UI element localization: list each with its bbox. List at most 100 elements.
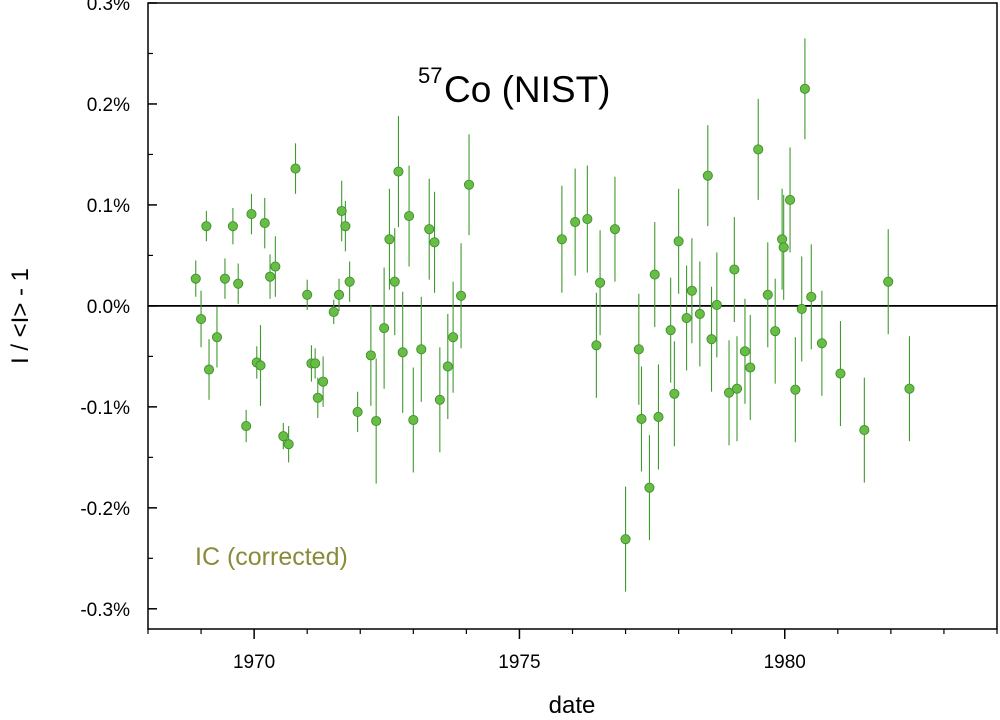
data-point xyxy=(365,350,376,361)
data-point xyxy=(312,392,323,403)
x-tick-label: 1980 xyxy=(764,652,806,673)
data-point xyxy=(429,237,440,248)
data-point xyxy=(283,439,294,450)
data-point xyxy=(753,144,764,155)
data-point xyxy=(196,313,207,325)
error-bars xyxy=(195,38,910,592)
data-point xyxy=(806,291,817,302)
data-point xyxy=(264,271,276,282)
data-point xyxy=(344,276,355,287)
data-point xyxy=(636,413,647,425)
data-point xyxy=(424,224,435,235)
data-point xyxy=(371,415,382,427)
data-point xyxy=(333,289,345,300)
y-tick-label: 0.0% xyxy=(87,297,130,318)
data-point xyxy=(745,362,756,373)
data-point xyxy=(785,194,796,205)
data-point xyxy=(706,334,717,345)
data-point xyxy=(393,166,404,177)
data-point xyxy=(404,210,415,222)
x-tick-label: 1970 xyxy=(233,652,275,673)
data-point xyxy=(379,323,390,334)
data-point xyxy=(219,273,230,284)
data-point xyxy=(389,276,400,287)
x-axis-label: date xyxy=(549,692,596,719)
data-point xyxy=(633,344,644,355)
data-point xyxy=(816,338,827,349)
series-annotation: IC (corrected) xyxy=(195,543,348,571)
data-point xyxy=(233,278,244,289)
data-point xyxy=(556,234,567,245)
data-point xyxy=(770,326,781,337)
x-tick-label: 1975 xyxy=(498,652,540,673)
y-tick-label: 0.3% xyxy=(87,0,130,15)
data-point xyxy=(799,83,810,94)
data-point xyxy=(203,364,215,375)
data-point xyxy=(211,332,223,343)
data-point xyxy=(796,303,807,314)
data-point xyxy=(463,179,475,190)
data-point xyxy=(442,361,453,372)
data-point xyxy=(582,214,593,225)
data-point xyxy=(190,273,201,284)
data-point xyxy=(835,368,846,379)
data-point xyxy=(416,344,427,355)
ticks: -0.3% -0.2% -0.1% 0.0% 0.1% 0.2% 0.3% 1970 1975 1… xyxy=(80,0,998,673)
data-point xyxy=(259,218,270,229)
data-point xyxy=(669,388,680,399)
data-point xyxy=(711,299,722,310)
data-point xyxy=(591,340,602,351)
data-point xyxy=(456,290,467,301)
data-point xyxy=(739,346,751,357)
data-point xyxy=(686,285,697,296)
data-point xyxy=(255,360,266,371)
data-point xyxy=(883,276,894,287)
data-point xyxy=(702,170,713,181)
data-point xyxy=(302,289,313,300)
data-point xyxy=(328,306,339,318)
y-tick-label: -0.1% xyxy=(80,398,130,419)
data-point xyxy=(384,234,395,245)
data-point xyxy=(241,421,252,432)
data-point xyxy=(352,406,363,417)
data-point xyxy=(408,414,419,426)
data-point xyxy=(340,221,351,232)
data-point xyxy=(270,261,281,272)
data-point xyxy=(762,289,773,300)
data-point xyxy=(665,325,676,336)
data-point xyxy=(595,277,606,288)
data-point xyxy=(434,394,445,405)
data-point xyxy=(681,312,692,324)
data-point xyxy=(729,264,740,275)
y-axis-label: I / <I> - 1 xyxy=(7,268,34,364)
data-point xyxy=(859,425,870,436)
data-point xyxy=(201,221,212,232)
data-point xyxy=(570,217,581,228)
data-point xyxy=(790,384,801,395)
y-tick-label: 0.1% xyxy=(87,196,130,217)
data-point xyxy=(694,308,705,320)
data-point xyxy=(397,347,408,358)
data-point xyxy=(318,376,329,387)
data-point xyxy=(653,411,664,423)
data-point xyxy=(609,224,621,235)
data-point xyxy=(246,208,257,220)
data-point xyxy=(620,534,631,545)
y-tick-label: 0.2% xyxy=(87,95,130,116)
data-point xyxy=(448,332,459,343)
data-point xyxy=(778,242,789,253)
data-point xyxy=(731,383,743,394)
data-point xyxy=(278,431,289,442)
data-point xyxy=(904,383,915,394)
y-tick-label: -0.3% xyxy=(80,600,130,621)
data-point xyxy=(673,236,684,247)
chart-title: Co (NIST) xyxy=(444,69,611,110)
data-point xyxy=(649,269,660,280)
data-point xyxy=(644,482,655,493)
data-point xyxy=(290,163,301,174)
data-point xyxy=(336,205,347,217)
data-point xyxy=(227,221,238,232)
chart-title-isotope-mass: 57 xyxy=(418,63,442,88)
y-tick-label: -0.2% xyxy=(80,499,130,520)
